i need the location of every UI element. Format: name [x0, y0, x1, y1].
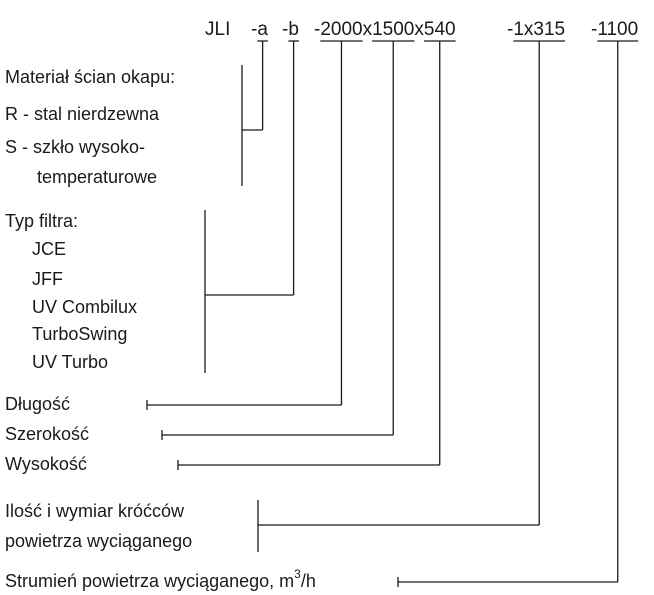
- code-value: a: [257, 19, 268, 40]
- material-option: S - szkło wysoko-: [5, 137, 145, 157]
- code-separator: x: [363, 19, 373, 40]
- airflow-sup: 3: [294, 567, 301, 581]
- filter-title: Typ filtra:: [5, 211, 78, 231]
- code-separator: x: [414, 19, 424, 40]
- code-value: 1x315: [513, 19, 565, 40]
- airflow-suffix: /h: [301, 571, 316, 591]
- code-value: 1100: [597, 19, 638, 40]
- filter-option: TurboSwing: [32, 324, 127, 344]
- code-separator: -: [251, 19, 257, 40]
- code-value: 2000: [320, 19, 362, 40]
- nozzle-label: powietrza wyciąganego: [5, 531, 192, 551]
- code-separator: -: [591, 19, 597, 40]
- filter-option: JCE: [32, 239, 66, 259]
- code-prefix: JLI: [205, 19, 230, 40]
- code-separator: -: [282, 19, 288, 40]
- code-value: 1500: [372, 19, 414, 40]
- material-option: R - stal nierdzewna: [5, 104, 160, 124]
- nozzle-label: Ilość i wymiar króćców: [5, 501, 185, 521]
- code-value: 540: [424, 19, 456, 40]
- code-separator: -: [314, 19, 320, 40]
- filter-option: UV Turbo: [32, 352, 108, 372]
- filter-option: UV Combilux: [32, 297, 137, 317]
- filter-option: JFF: [32, 269, 63, 289]
- dimension-label: Długość: [5, 394, 70, 414]
- material-option: temperaturowe: [37, 167, 157, 187]
- dimension-label: Szerokość: [5, 424, 89, 444]
- code-value: b: [288, 19, 299, 40]
- airflow-text: Strumień powietrza wyciąganego, m: [5, 571, 294, 591]
- airflow-label: Strumień powietrza wyciąganego, m3/h: [5, 567, 316, 591]
- dimension-label: Wysokość: [5, 454, 87, 474]
- material-title: Materiał ścian okapu:: [5, 67, 175, 87]
- code-separator: -: [507, 19, 513, 40]
